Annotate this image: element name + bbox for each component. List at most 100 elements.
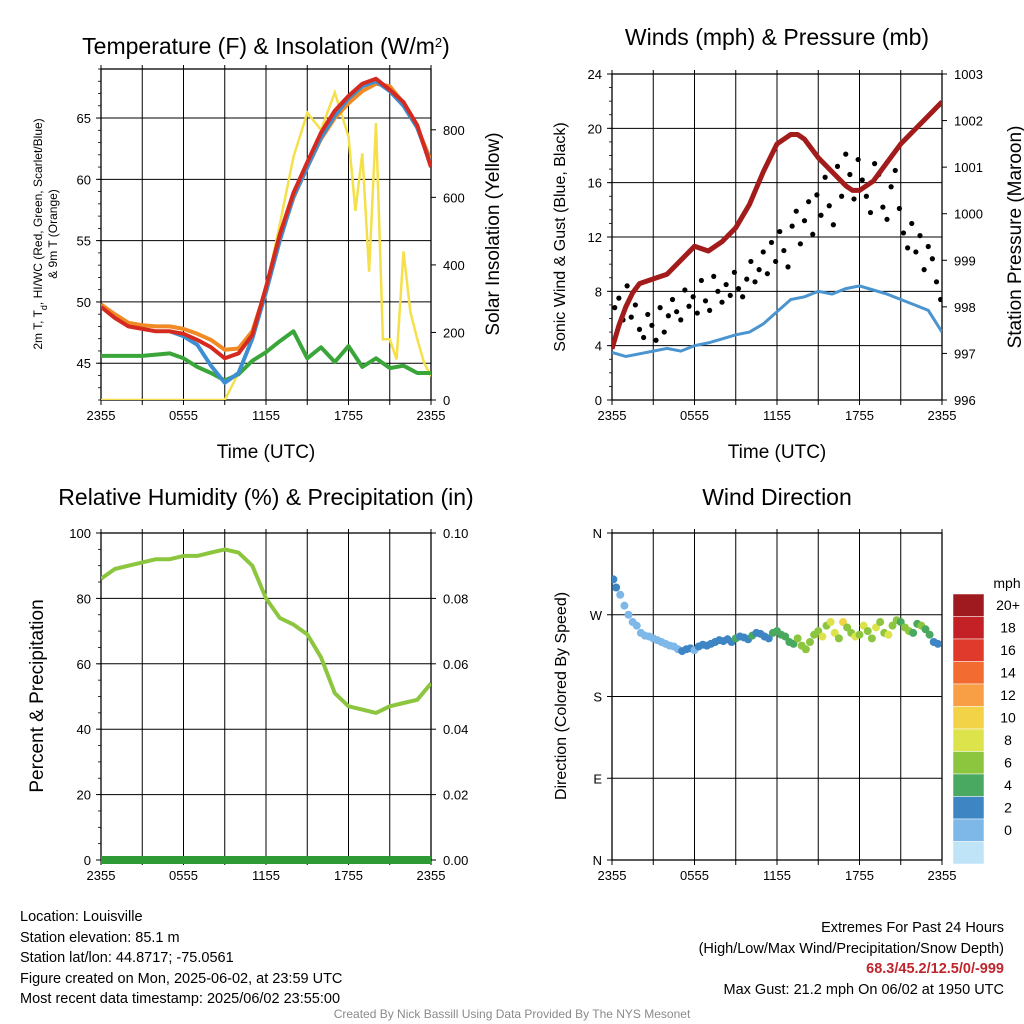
gust-point xyxy=(810,231,816,237)
legend-label: 2 xyxy=(1004,800,1012,816)
wind-y-axis-label: Sonic Wind & Gust (Blue, Black) xyxy=(552,122,569,351)
rh-y2tick-label: 0.02 xyxy=(443,788,468,803)
temp-title-end: ) xyxy=(442,33,450,59)
direction-point xyxy=(867,634,876,643)
gust-point xyxy=(682,287,688,293)
gust-point xyxy=(711,273,717,279)
direction-point xyxy=(801,645,810,654)
rh-ytick-label: 40 xyxy=(77,722,91,737)
wdir-ytick-label: N xyxy=(593,526,602,541)
temp-y2tick-label: 800 xyxy=(443,123,465,138)
sonic-wind-line xyxy=(612,284,942,359)
gust-point xyxy=(888,184,894,190)
gust-point xyxy=(822,174,828,180)
legend-swatch xyxy=(952,728,985,752)
gust-point xyxy=(744,276,750,282)
gust-point xyxy=(760,249,766,255)
gust-point xyxy=(661,329,667,335)
speed-legend: mph 20+ 18 16 14 12 10 8 6 4 2 0 xyxy=(952,575,1021,865)
wdir-y-axis-label: Direction (Colored By Speed) xyxy=(553,592,570,800)
direction-point xyxy=(612,583,621,592)
temp-yaxis: 45 50 55 60 65 xyxy=(77,68,431,401)
temp-y2axis: 0 200 400 600 800 xyxy=(431,123,465,408)
temp-ylabel-sub: d xyxy=(39,305,49,310)
wind-xtick-label: 0555 xyxy=(680,408,709,423)
direction-point xyxy=(843,623,852,632)
rh-xtick-label: 1755 xyxy=(334,868,363,883)
direction-point xyxy=(793,634,802,643)
direction-point xyxy=(616,590,625,599)
wind-ytick-label: 0 xyxy=(595,393,602,408)
max-gust-text: Max Gust: 21.2 mph On 06/02 at 1950 UTC xyxy=(723,981,1004,998)
wdir-plot xyxy=(612,575,942,656)
temp-y2-axis-label: Solar Insolation (Yellow) xyxy=(483,132,504,335)
direction-point xyxy=(612,575,618,584)
wind-ytick-label: 20 xyxy=(588,121,602,136)
gust-point xyxy=(735,286,742,292)
legend-label: 0 xyxy=(1004,822,1012,838)
temp-ytick-label: 65 xyxy=(77,111,91,126)
gust-point xyxy=(719,299,725,305)
gust-point xyxy=(731,269,737,275)
direction-point xyxy=(814,627,823,636)
wdir-ytick-label: E xyxy=(593,771,602,786)
legend-swatch xyxy=(952,683,985,707)
temp-xtick-label: 0555 xyxy=(169,408,198,423)
wind_chill-line xyxy=(101,329,431,383)
wind-ytick-label: 4 xyxy=(595,339,602,354)
direction-point xyxy=(859,621,868,630)
temp-ylabel-part2: , HI/WC (Red, Green, Scarlet/Blue) xyxy=(31,118,45,305)
temp-ytick-label: 60 xyxy=(77,172,91,187)
wind-y2tick-label: 998 xyxy=(954,300,976,315)
wind-xtick-label: 2355 xyxy=(928,408,957,423)
gust-point xyxy=(880,204,886,210)
temp-xtick-label: 2355 xyxy=(87,408,116,423)
wind-plot xyxy=(612,100,942,359)
rh-xtick-label: 1155 xyxy=(252,868,280,883)
legend-label: 12 xyxy=(1000,687,1016,703)
gust-point xyxy=(872,161,878,167)
direction-point xyxy=(818,632,827,641)
wind-ytick-label: 8 xyxy=(595,284,602,299)
legend-swatch xyxy=(952,638,985,662)
elevation-text: Station elevation: 85.1 m xyxy=(20,929,180,946)
wind-y2tick-label: 996 xyxy=(954,393,976,408)
wdir-xtick-label: 2355 xyxy=(928,868,957,883)
rh-y2tick-label: 0.04 xyxy=(443,722,468,737)
wind-xtick-label: 2355 xyxy=(598,408,627,423)
direction-point xyxy=(632,621,641,630)
wind-xtick-label: 1755 xyxy=(845,408,874,423)
direction-point xyxy=(921,625,930,634)
rh-y2tick-label: 0.00 xyxy=(443,853,468,868)
gust-point xyxy=(781,247,787,254)
rh-ytick-label: 0 xyxy=(84,853,91,868)
gust-point xyxy=(839,193,845,199)
rh-y2axis: 0.00 0.02 0.04 0.06 0.08 0.10 xyxy=(431,526,468,868)
legend-label: 14 xyxy=(1000,665,1016,681)
credit-text: Created By Nick Bassill Using Data Provi… xyxy=(333,1007,691,1021)
temp-y-axis-label: 2m T, Td, HI/WC (Red, Green, Scarlet/Blu… xyxy=(31,118,49,349)
direction-point xyxy=(830,628,839,637)
wind-y2tick-label: 997 xyxy=(954,346,976,361)
wind-chart-title: Winds (mph) & Pressure (mb) xyxy=(625,24,929,50)
legend-label: 18 xyxy=(1000,620,1016,636)
latlon-text: Station lat/lon: 44.8717; -75.0561 xyxy=(20,950,234,966)
gust-point xyxy=(669,296,676,303)
extremes-subtitle: (High/Low/Max Wind/Precipitation/Snow De… xyxy=(698,940,1004,957)
gust-point xyxy=(785,264,791,270)
gust-point xyxy=(645,311,651,318)
temp-y2tick-label: 600 xyxy=(443,190,465,205)
direction-point xyxy=(781,632,790,641)
temp-y2tick-label: 400 xyxy=(443,258,465,273)
wdir-ytick-label: S xyxy=(593,690,602,705)
wind-y2tick-label: 999 xyxy=(954,253,976,268)
gust-point xyxy=(678,317,684,323)
wind-ytick-label: 24 xyxy=(588,67,602,82)
gust-point xyxy=(686,303,692,309)
temp-xtick-label: 1155 xyxy=(252,408,280,423)
gust-point xyxy=(851,196,857,202)
gust-point xyxy=(797,241,803,247)
temp-x-axis-label: Time (UTC) xyxy=(217,442,316,463)
legend-label: 8 xyxy=(1004,732,1012,748)
